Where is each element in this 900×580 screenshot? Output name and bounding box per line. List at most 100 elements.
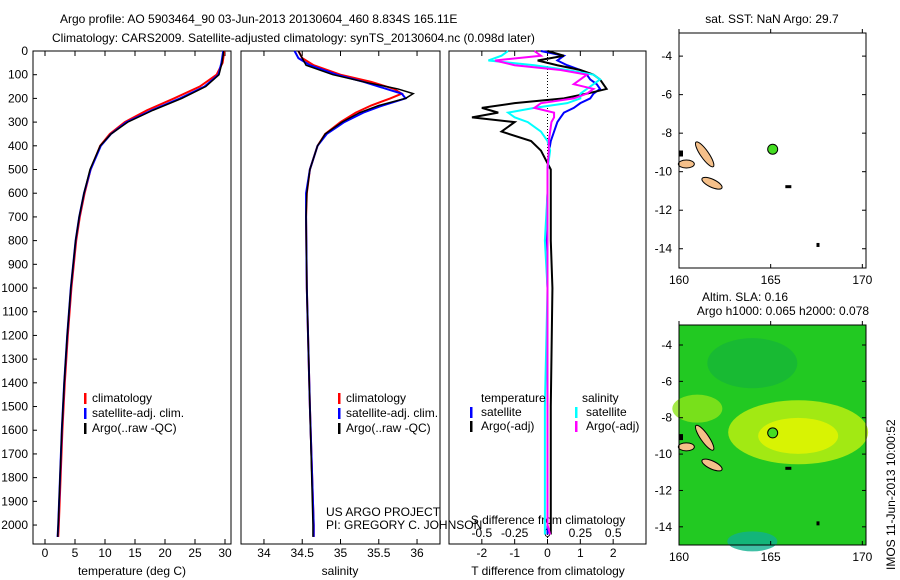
legend-label: Argo(..raw -QC) [92, 421, 177, 435]
legend-swatch [575, 421, 578, 432]
depth-tick-label: 400 [8, 139, 28, 153]
temp-line-2 [56, 50, 225, 537]
depth-tick-label: 1000 [1, 281, 28, 295]
depth-tick-label: 500 [8, 163, 28, 177]
lon-tick-label: 160 [669, 550, 689, 564]
sla-map-subtitle: Argo h1000: 0.065 h2000: 0.078 [697, 304, 869, 318]
legend-label: Argo(-adj) [586, 419, 639, 433]
island [701, 458, 723, 472]
lat-tick-label: -6 [661, 88, 672, 102]
map-frame [678, 324, 867, 546]
diff-line-2 [488, 50, 602, 535]
lat-tick-label: -8 [661, 411, 672, 425]
island [679, 434, 683, 441]
island [679, 150, 683, 157]
island [677, 442, 695, 452]
depth-tick-label: 1500 [1, 400, 28, 414]
lat-tick-label: -14 [655, 520, 673, 534]
temp-tick-label: 0 [42, 546, 49, 560]
legend-label: climatology [346, 391, 406, 405]
sla-low-south [727, 531, 778, 552]
island [677, 159, 695, 169]
temp-tick-label: 30 [218, 546, 232, 560]
island [701, 176, 723, 190]
sal-tick-label: 34.5 [291, 546, 315, 560]
island [785, 466, 792, 470]
depth-tick-label: 200 [8, 91, 28, 105]
legend-label: satellite [586, 405, 627, 419]
lat-tick-label: -4 [661, 338, 672, 352]
depth-tick-label: 600 [8, 186, 28, 200]
depth-tick-label: 2000 [1, 518, 28, 532]
temp-line-1 [56, 50, 225, 537]
depth-tick-label: 1200 [1, 328, 28, 342]
legend-swatch [84, 408, 87, 419]
legend-label: satellite [481, 405, 522, 419]
sla-low [707, 338, 798, 389]
island [694, 424, 715, 451]
legend-swatch [470, 421, 473, 432]
depth-tick-label: 300 [8, 115, 28, 129]
legend-title-salinity: salinity [582, 391, 619, 405]
sdiff-tick-label: 0.25 [569, 526, 593, 540]
sst-map-title: sat. SST: NaN Argo: 29.7 [705, 12, 839, 26]
legend-swatch [84, 423, 87, 434]
sal-line-0 [297, 50, 404, 537]
sal-tick-label: 36 [410, 546, 424, 560]
legend-label: Argo(-adj) [481, 419, 534, 433]
argo-float-marker [767, 427, 779, 439]
legend-title-temperature: temperature [481, 391, 546, 405]
depth-tick-label: 800 [8, 234, 28, 248]
sal-tick-label: 35 [334, 546, 348, 560]
lat-tick-label: -14 [655, 242, 673, 256]
legend-swatch [575, 407, 578, 418]
lat-tick-label: -12 [655, 483, 673, 497]
diff-line-3 [494, 50, 596, 535]
title-line2: Climatology: CARS2009. Satellite-adjuste… [52, 31, 535, 45]
lat-tick-label: -10 [655, 447, 673, 461]
temp-tick-label: 25 [188, 546, 202, 560]
side-stamp: IMOS 11-Jun-2013 10:00:52 [884, 419, 898, 570]
lat-tick-label: -12 [655, 203, 673, 217]
credit-line2: PI: GREGORY C. JOHNSON [326, 518, 482, 532]
argo-float-marker [767, 143, 779, 155]
lon-tick-label: 170 [852, 273, 872, 287]
depth-tick-label: 1900 [1, 494, 28, 508]
sal-tick-label: 35.5 [367, 546, 391, 560]
depth-tick-label: 1400 [1, 376, 28, 390]
lat-tick-label: -10 [655, 165, 673, 179]
sal-axis-label: salinity [322, 564, 359, 578]
depth-tick-label: 900 [8, 257, 28, 271]
temp-line-0 [57, 50, 226, 537]
temp-tick-label: 20 [158, 546, 172, 560]
tdiff-axis-label: T difference from climatology [471, 564, 625, 578]
depth-tick-label: 100 [8, 68, 28, 82]
sdiff-tick-label: -0.5 [471, 526, 492, 540]
tdiff-tick-label: -2 [476, 546, 487, 560]
sdiff-tick-label: -0.25 [501, 526, 529, 540]
tdiff-tick-label: 0 [544, 546, 551, 560]
legend-label: satellite-adj. clim. [92, 406, 184, 420]
depth-tick-label: 1700 [1, 447, 28, 461]
depth-tick-label: 1800 [1, 471, 28, 485]
sla-peak [758, 417, 839, 454]
temp-axis-label: temperature (deg C) [78, 564, 186, 578]
depth-tick-label: 700 [8, 210, 28, 224]
tdiff-tick-label: 1 [577, 546, 584, 560]
depth-tick-label: 0 [21, 44, 28, 58]
lon-tick-label: 165 [761, 550, 781, 564]
temp-tick-label: 5 [72, 546, 79, 560]
island [785, 185, 792, 189]
legend-swatch [84, 393, 87, 404]
legend-swatch [338, 393, 341, 404]
depth-tick-label: 1600 [1, 423, 28, 437]
lon-tick-label: 170 [852, 550, 872, 564]
sal-line-2 [297, 50, 416, 537]
legend-swatch [470, 407, 473, 418]
island [694, 141, 715, 168]
legend-swatch [338, 423, 341, 434]
legend-label: Argo(..raw -QC) [346, 421, 431, 435]
depth-tick-label: 1300 [1, 352, 28, 366]
